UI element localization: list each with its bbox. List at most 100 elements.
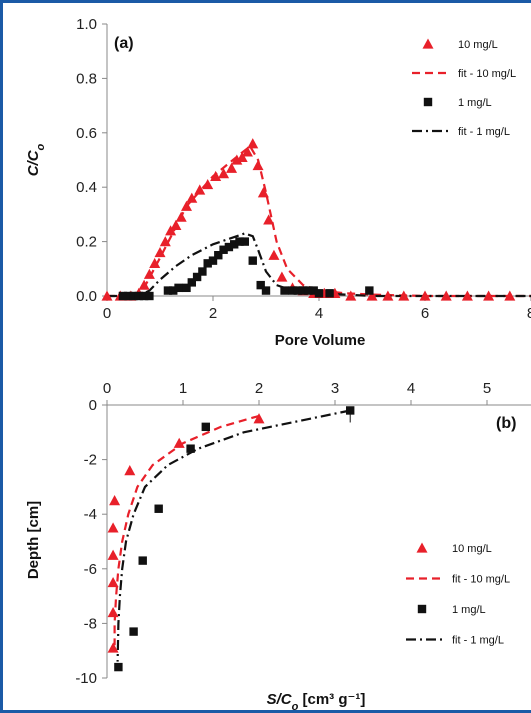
data-point: [208, 256, 218, 265]
data-point: [504, 290, 516, 301]
data-point: [186, 192, 198, 203]
data-point: [139, 291, 149, 301]
data-point: [314, 289, 324, 298]
data-point: [252, 159, 264, 171]
x-tick-label: 3: [331, 380, 339, 397]
data-point: [288, 286, 297, 295]
y-tick-label: -6: [84, 561, 97, 578]
data-point: [129, 291, 138, 301]
data-point: [203, 259, 212, 268]
x-tick-label: 4: [315, 305, 323, 322]
data-point: [114, 662, 123, 672]
data-point: [345, 290, 357, 301]
data-point: [226, 162, 238, 173]
data-point: [138, 556, 147, 565]
data-point: [174, 283, 183, 293]
data-point: [398, 290, 410, 301]
x-tick-label: 8: [527, 305, 531, 322]
x-axis-title-unit: [cm³ g⁻¹]: [298, 691, 365, 708]
chart-panel-0: 0.0 0.2 0.4 0.6 0.8 1.0 0 2 4 6 8 10 mg/L fit - 10 m…: [25, 16, 531, 349]
data-point: [276, 271, 288, 282]
data-point: [107, 606, 119, 618]
data-point: [163, 286, 173, 295]
legend-marker: [423, 97, 433, 107]
data-point: [309, 286, 318, 295]
data-point: [382, 290, 394, 301]
x-tick-label: 5: [483, 380, 491, 397]
data-point: [261, 286, 271, 295]
data-point: [118, 291, 128, 301]
y-axis-title-main: C/C: [25, 149, 42, 176]
data-point: [298, 286, 308, 295]
y-axis-title: Depth [cm]: [25, 501, 42, 579]
data-point: [154, 246, 166, 258]
legend: 10 mg/L fit - 10 mg/L 1 mg/L fit - 1 mg/L: [406, 542, 510, 647]
data-point: [214, 251, 223, 260]
data-point: [219, 245, 228, 254]
data-point: [149, 257, 161, 269]
y-tick-label: 0.8: [76, 70, 97, 87]
data-point: [129, 627, 138, 636]
data-point: [240, 237, 249, 246]
data-point: [134, 291, 143, 301]
x-axis-title-sub: o: [292, 701, 299, 713]
data-point: [101, 290, 113, 301]
data-point: [256, 280, 265, 290]
data-point: [483, 290, 495, 301]
data-point: [159, 236, 171, 247]
data-point: [241, 146, 253, 157]
data-point: [201, 422, 210, 432]
x-axis-title: S/Co [cm³ g⁻¹]: [267, 691, 366, 713]
data-point: [143, 268, 155, 279]
data-point: [365, 286, 374, 295]
data-point: [366, 290, 378, 301]
data-point: [154, 504, 163, 513]
y-tick-label: 0: [89, 397, 97, 414]
y-axis-title: C/Co: [25, 143, 47, 176]
data-point: [253, 413, 265, 424]
data-point: [419, 290, 431, 301]
data-point: [109, 495, 121, 506]
data-point: [248, 256, 257, 265]
x-axis-title-main: S/C: [267, 691, 293, 708]
data-point: [181, 200, 192, 211]
data-point: [304, 286, 313, 295]
legend-marker: [417, 604, 427, 614]
legend-marker: [422, 38, 434, 49]
data-point: [124, 291, 133, 301]
legend: 10 mg/L fit - 10 mg/L 1 mg/L fit - 1 mg/L: [412, 38, 516, 138]
y-tick-label: -8: [84, 615, 97, 632]
data-point: [210, 170, 222, 181]
y-tick-label: 0.0: [76, 288, 97, 305]
data-point: [224, 242, 234, 252]
data-point: [198, 267, 207, 276]
data-point: [107, 549, 119, 560]
data-point: [173, 437, 185, 448]
plot-area: [101, 138, 531, 301]
x-tick-label: 2: [255, 380, 263, 397]
data-point: [263, 214, 275, 225]
data-point: [145, 291, 154, 301]
y-tick-label: 0.6: [76, 125, 97, 142]
data-point: [175, 211, 187, 222]
data-point: [236, 151, 248, 162]
data-point: [235, 237, 244, 246]
legend-label: fit - 10 mg/L: [458, 68, 516, 80]
data-point: [192, 272, 202, 282]
y-tick-label: -2: [84, 452, 97, 469]
legend-label: fit - 1 mg/L: [452, 635, 504, 647]
data-point: [230, 240, 239, 249]
x-tick-label: 0: [103, 305, 111, 322]
legend-label: 10 mg/L: [458, 39, 498, 51]
data-point: [268, 249, 280, 260]
x-tick-label: 2: [209, 305, 217, 322]
series-line-3: [116, 409, 351, 662]
data-point: [107, 576, 119, 588]
y-tick-label: 0.4: [76, 179, 97, 196]
data-point: [293, 286, 302, 295]
panel-label: (a): [114, 35, 134, 52]
data-point: [169, 286, 178, 295]
legend-label: fit - 10 mg/L: [452, 574, 510, 586]
data-point: [182, 283, 191, 293]
